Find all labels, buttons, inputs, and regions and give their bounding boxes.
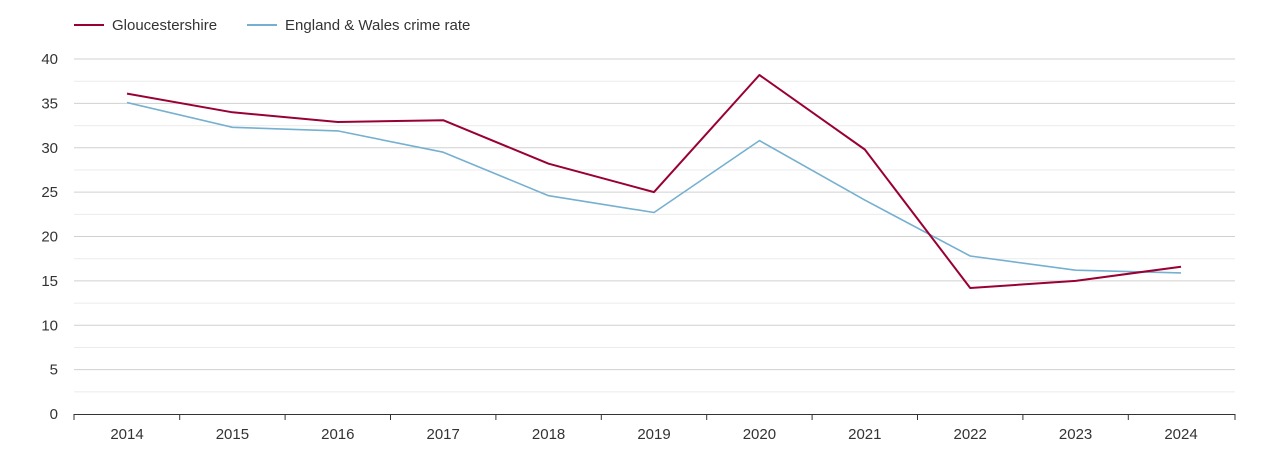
y-tick-label: 25 [41,184,58,201]
x-tick-label: 2019 [637,426,670,443]
y-tick-label: 35 [41,95,58,112]
y-tick-label: 10 [41,317,58,334]
y-tick-label: 30 [41,140,58,157]
series-line-gloucestershire[interactable] [126,74,1182,289]
y-tick-label: 0 [50,406,58,423]
y-axis-ticks: 0 5 10 15 20 25 30 35 40 [41,51,58,423]
y-tick-label: 5 [50,362,58,379]
series-line-england-wales[interactable] [126,101,1182,274]
legend-swatch-england-wales [247,24,278,26]
legend-swatch-gloucestershire [74,24,104,26]
x-tick-label: 2022 [954,426,987,443]
x-tick-label: 2018 [532,426,565,443]
legend: Gloucestershire England & Wales crime ra… [74,15,500,35]
x-tick-label: 2024 [1164,426,1197,443]
grid [74,58,1235,393]
y-tick-label: 20 [41,229,58,246]
x-tick-label: 2020 [743,426,776,443]
legend-label-england-wales: England & Wales crime rate [285,16,471,34]
x-axis-ticks: 2014 2015 2016 2017 2018 2019 2020 2021 2022 2023… [73,414,1236,443]
x-tick-label: 2017 [427,426,460,443]
legend-item-gloucestershire[interactable]: Gloucestershire [74,17,217,34]
x-tick-label: 2015 [216,426,249,443]
x-tick-label: 2023 [1059,426,1092,443]
legend-label-gloucestershire: Gloucestershire [112,16,218,34]
legend-item-england-wales[interactable]: England & Wales crime rate [247,17,470,34]
x-tick-label: 2016 [321,426,354,443]
series [126,74,1182,289]
y-tick-label: 40 [41,51,58,68]
y-tick-label: 15 [41,273,58,290]
x-tick-label: 2014 [110,426,143,443]
x-tick-label: 2021 [848,426,881,443]
